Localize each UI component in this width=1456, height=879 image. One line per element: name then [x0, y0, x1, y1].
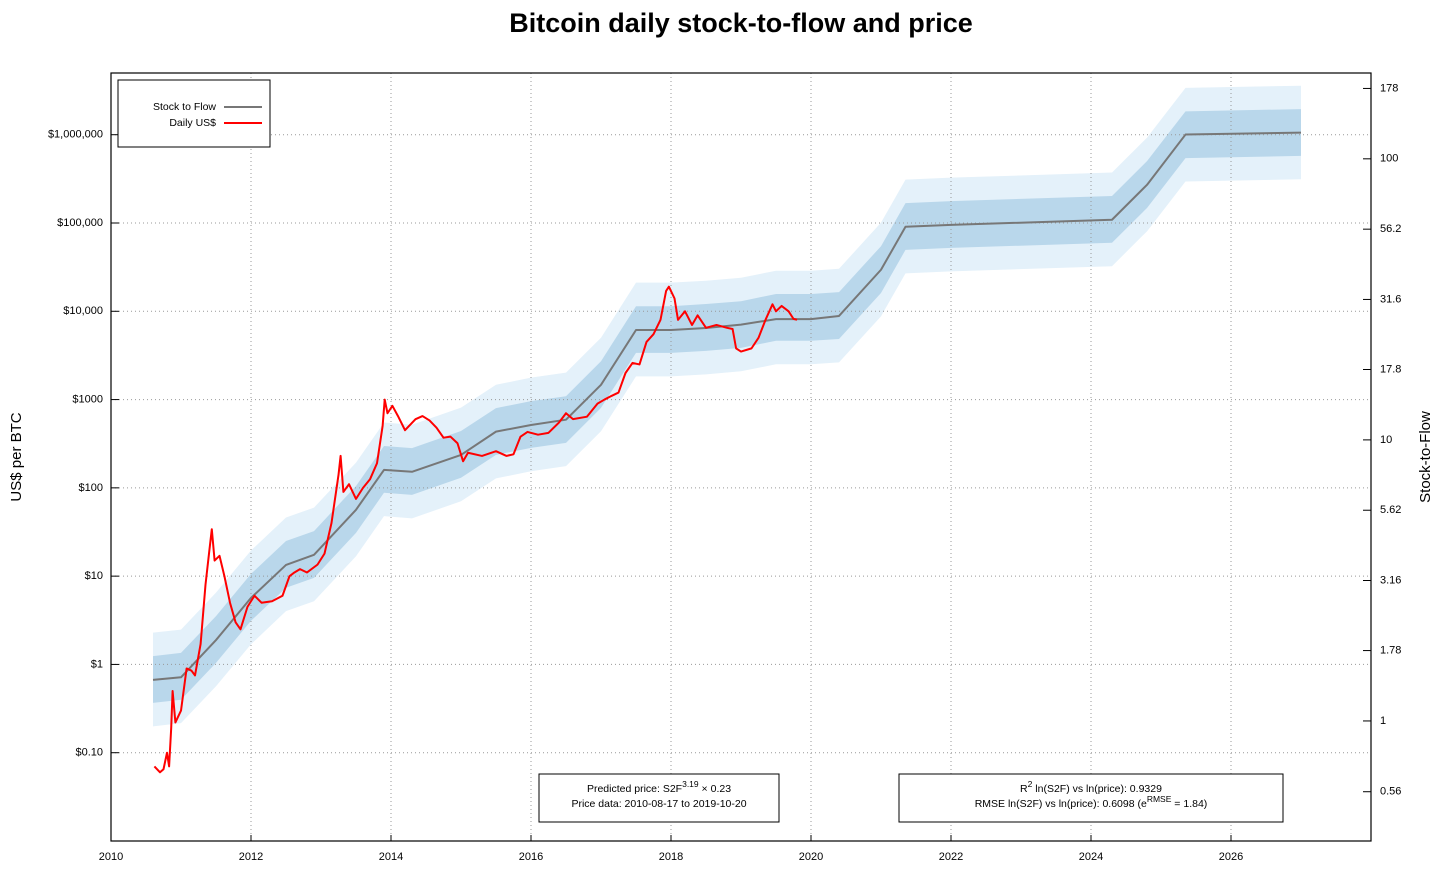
y2-tick-label: 5.62 — [1380, 504, 1401, 516]
x-tick-label: 2012 — [239, 851, 263, 863]
y-tick-label: $0.10 — [75, 747, 103, 759]
chart-title: Bitcoin daily stock-to-flow and price — [509, 8, 973, 38]
superscript: 2 — [1028, 779, 1033, 789]
annotation-part: RMSE ln(S2F) vs ln(price): 0.6098 (e — [975, 798, 1147, 810]
y2-tick-label: 10 — [1380, 434, 1392, 446]
annotation-text: RMSE ln(S2F) vs ln(price): 0.6098 (eRMSE… — [975, 794, 1208, 810]
annotation-box — [538, 773, 780, 823]
x-tick-label: 2018 — [659, 851, 683, 863]
y2-tick-label: 1.78 — [1380, 644, 1401, 656]
x-tick-label: 2020 — [799, 851, 823, 863]
annotation-part: R — [1020, 783, 1028, 795]
annotation-part: × 0.23 — [699, 783, 732, 795]
annotation-text: R2 ln(S2F) vs ln(price): 0.9329 — [1020, 779, 1162, 795]
legend-box — [117, 79, 271, 148]
y2-axis-label: Stock-to-Flow — [1417, 411, 1434, 503]
series-line — [152, 131, 1302, 681]
y2-tick-label: 31.6 — [1380, 293, 1401, 305]
y2-tick-label: 0.56 — [1380, 786, 1401, 798]
series-line — [153, 285, 798, 774]
x-tick-label: 2026 — [1219, 851, 1243, 863]
y-tick-label: $10,000 — [63, 305, 103, 317]
legend-label: Daily US$ — [169, 117, 216, 129]
x-tick-label: 2016 — [519, 851, 543, 863]
confidence-band — [153, 109, 1301, 703]
y2-tick-label: 17.8 — [1380, 363, 1401, 375]
y-axis-label: US$ per BTC — [8, 412, 25, 501]
superscript: 3.19 — [682, 779, 699, 789]
annotation-part: = 1.84) — [1171, 798, 1207, 810]
y2-tick-label: 56.2 — [1380, 223, 1401, 235]
y2-tick-label: 178 — [1380, 82, 1398, 94]
x-tick-label: 2022 — [939, 851, 963, 863]
y2-tick-label: 3.16 — [1380, 574, 1401, 586]
y-tick-label: $1000 — [72, 393, 103, 405]
superscript: RMSE — [1147, 794, 1172, 804]
annotation-box — [898, 773, 1284, 823]
y-tick-label: $10 — [85, 570, 103, 582]
y-tick-label: $100 — [79, 482, 103, 494]
annotation-text: Price data: 2010-08-17 to 2019-10-20 — [571, 798, 746, 810]
y-tick-label: $100,000 — [57, 217, 103, 229]
y2-tick-label: 1 — [1380, 715, 1386, 727]
y2-tick-label: 100 — [1380, 153, 1398, 165]
plot-frame — [110, 72, 1372, 842]
x-tick-label: 2014 — [379, 851, 403, 863]
annotation-part: ln(S2F) vs ln(price): 0.9329 — [1032, 783, 1162, 795]
annotation-part: Predicted price: S2F — [587, 783, 682, 795]
x-tick-label: 2010 — [99, 851, 123, 863]
y-tick-label: $1 — [91, 658, 103, 670]
x-tick-label: 2024 — [1079, 851, 1103, 863]
annotation-part: Price data: 2010-08-17 to 2019-10-20 — [571, 798, 746, 810]
legend-label: Stock to Flow — [153, 101, 216, 113]
y-tick-label: $1,000,000 — [48, 129, 103, 141]
annotation-text: Predicted price: S2F3.19 × 0.23 — [587, 779, 731, 795]
